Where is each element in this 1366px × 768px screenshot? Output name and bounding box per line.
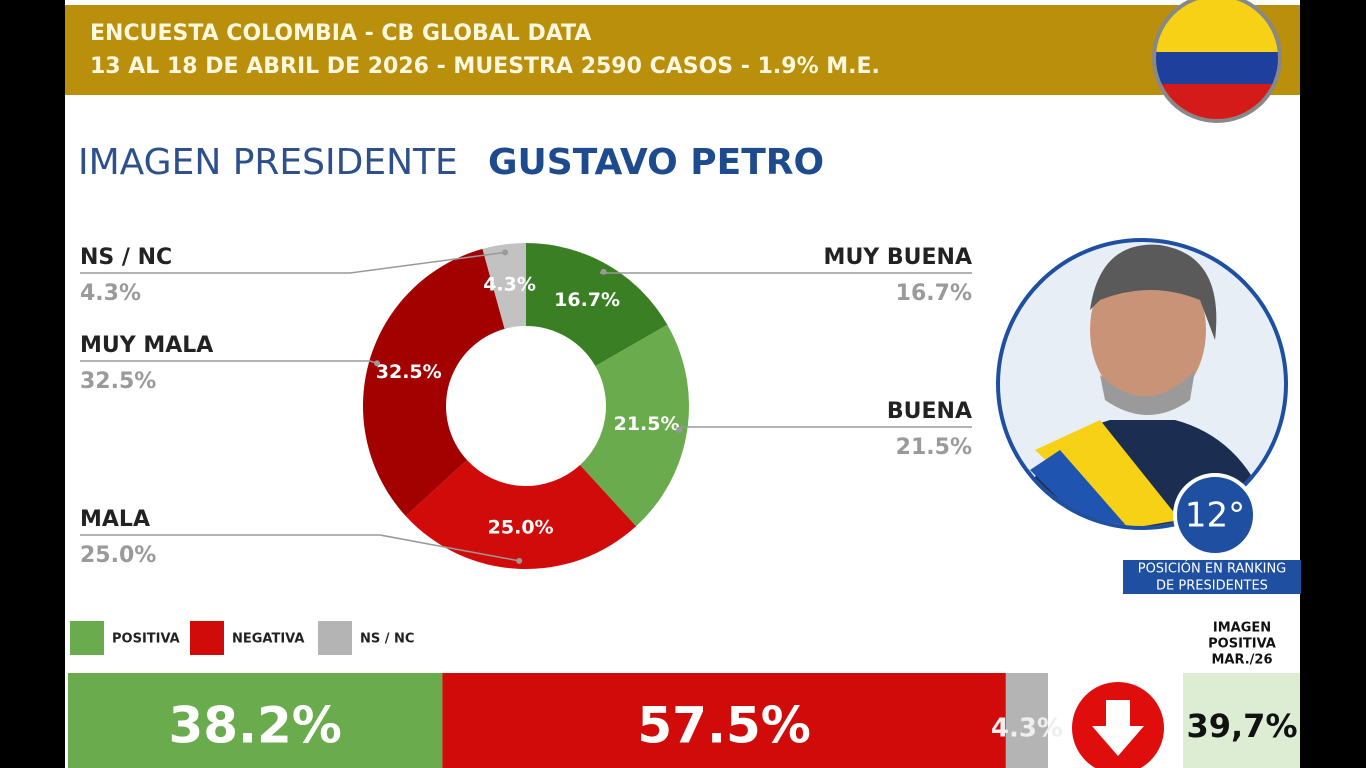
leader-dot (600, 268, 607, 275)
category-value: 4.3% (80, 281, 141, 306)
donut-slice (405, 460, 637, 569)
legend-label: NS / NC (360, 632, 414, 647)
header-bar (65, 5, 1300, 95)
legend-label: NEGATIVA (232, 632, 304, 647)
leader-line (80, 534, 520, 562)
bar-label: 4.3% (991, 714, 1063, 744)
donut-slice (363, 248, 505, 517)
slice-label: 32.5% (376, 361, 442, 383)
ranking-label: POSICIÓN EN RANKING (1138, 561, 1287, 577)
header-line: 13 AL 18 DE ABRIL DE 2026 - MUESTRA 2590… (90, 54, 880, 79)
legend-swatch (318, 621, 352, 655)
donut-slice (526, 243, 668, 367)
previous-value: 39,7% (1186, 707, 1297, 745)
category-value: 16.7% (896, 281, 972, 306)
slice-label: 16.7% (554, 289, 620, 311)
leader-dot (502, 249, 509, 256)
bar-label: 38.2% (168, 697, 341, 755)
leader-dot (516, 557, 523, 564)
header-line: ENCUESTA COLOMBIA - CB GLOBAL DATA (90, 21, 591, 46)
chart-subtitle: GUSTAVO PETRO (488, 142, 824, 183)
slice-label: 21.5% (614, 413, 680, 435)
category-label: BUENA (887, 399, 972, 424)
donut-slice (580, 324, 690, 527)
portrait (996, 238, 1288, 557)
legend-swatch (70, 621, 104, 655)
bar-segment (442, 673, 1006, 768)
category-value: 32.5% (80, 369, 156, 394)
slice-label: 4.3% (483, 274, 536, 296)
legend-swatch (190, 621, 224, 655)
bar-label: 57.5% (637, 697, 810, 755)
bar-segment (68, 673, 443, 768)
category-label: MALA (80, 507, 150, 532)
bar-segment (1005, 673, 1048, 768)
ranking-position: 12° (1185, 496, 1245, 536)
category-value: 25.0% (80, 543, 156, 568)
category-label: NS / NC (80, 245, 172, 270)
category-label: MUY MALA (80, 333, 213, 358)
previous-label: MAR./26 (1211, 653, 1272, 668)
legend-label: POSITIVA (112, 632, 180, 647)
previous-label: POSITIVA (1208, 637, 1276, 652)
leader-dot (374, 360, 381, 367)
category-label: MUY BUENA (824, 245, 972, 270)
trend-arrow (1072, 682, 1164, 768)
leader-line (80, 251, 506, 274)
chart-title: IMAGEN PRESIDENTE (78, 142, 458, 183)
ranking-label: DE PRESIDENTES (1156, 579, 1268, 594)
previous-label: IMAGEN (1213, 621, 1271, 636)
category-value: 21.5% (896, 435, 972, 460)
previous-box (1183, 673, 1300, 768)
donut-slice (482, 243, 526, 329)
slice-label: 25.0% (488, 516, 554, 538)
leader-dot (676, 426, 683, 433)
ranking-label-bg (1123, 560, 1301, 594)
